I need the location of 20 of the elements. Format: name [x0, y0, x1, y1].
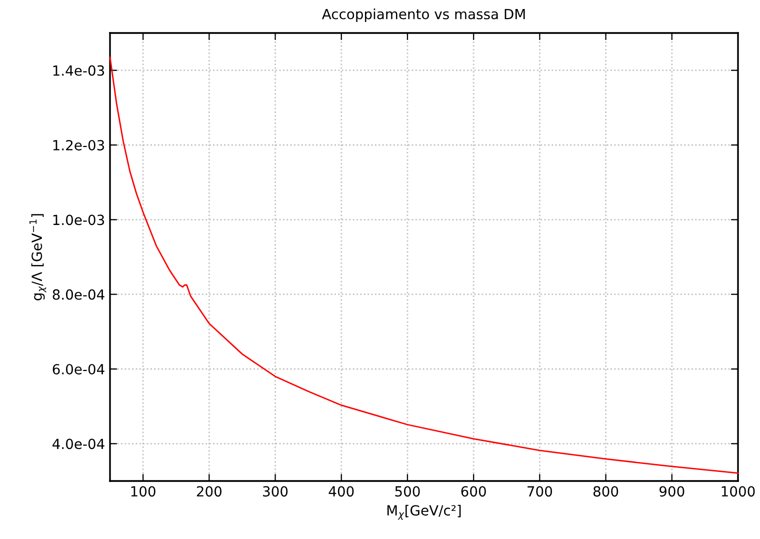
x-tick-label: 1000	[722, 486, 755, 497]
y-tick-label: 1.4e-03	[53, 65, 104, 76]
x-tick-label: 800	[593, 486, 618, 497]
x-axis-title: M$_{χ}$[GeV/c²]	[387, 504, 461, 520]
x-tick-label: 100	[131, 486, 156, 497]
chart-title: Accoppiamento vs massa DM	[322, 8, 525, 22]
x-tick-label: 400	[328, 486, 354, 497]
line-series	[109, 56, 739, 474]
x-tick-label: 700	[528, 486, 552, 497]
x-tick-label: 600	[461, 486, 486, 497]
x-tick-label: 200	[196, 486, 222, 497]
y-tick-label: 6.0e-04	[52, 364, 104, 374]
y-tick-label: 1.2e-03	[53, 140, 104, 150]
x-tick-label: 300	[263, 486, 288, 497]
y-axis-title: g$_{χ}$/Λ [GeV$^{−1}$]	[29, 214, 46, 300]
x-tick-label: 500	[395, 486, 420, 497]
x-tick-label: 900	[660, 486, 684, 497]
y-tick-label: 8.0e-04	[52, 289, 104, 300]
y-tick-label: 4.0e-04	[52, 438, 104, 450]
y-tick-label: 1.0e-03	[53, 214, 104, 226]
